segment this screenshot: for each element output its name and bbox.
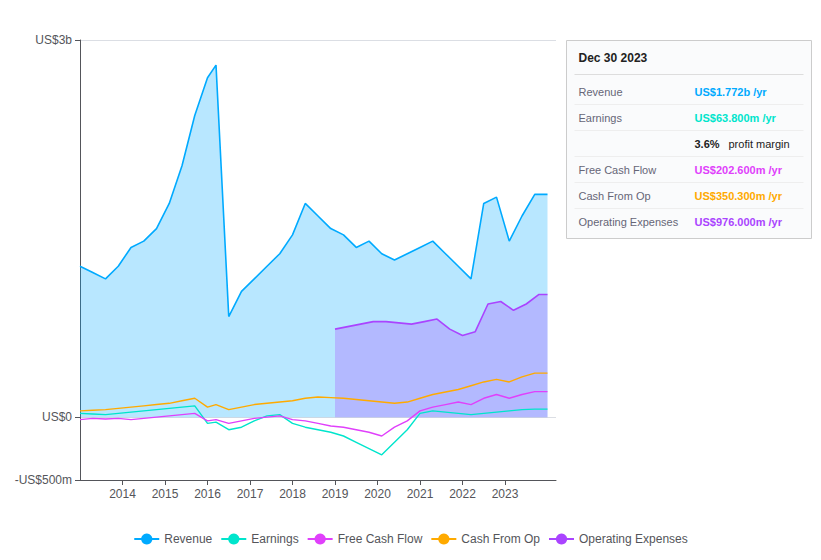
svg-text:Revenue: Revenue <box>579 86 623 98</box>
svg-text:Cash From Op: Cash From Op <box>579 190 651 202</box>
svg-text:US$63.800m /yr: US$63.800m /yr <box>695 112 777 124</box>
svg-text:US$1.772b /yr: US$1.772b /yr <box>695 86 768 98</box>
svg-text:Operating Expenses: Operating Expenses <box>579 216 679 228</box>
svg-text:Earnings: Earnings <box>579 112 623 124</box>
svg-text:-US$500m: -US$500m <box>15 473 72 487</box>
svg-text:profit margin: profit margin <box>729 138 790 150</box>
svg-text:2015: 2015 <box>152 487 179 501</box>
svg-text:US$3b: US$3b <box>35 33 72 47</box>
svg-text:Earnings: Earnings <box>251 532 298 546</box>
svg-text:2019: 2019 <box>322 487 349 501</box>
svg-text:2020: 2020 <box>364 487 391 501</box>
svg-text:Operating Expenses: Operating Expenses <box>579 532 688 546</box>
svg-text:2017: 2017 <box>237 487 264 501</box>
svg-text:2016: 2016 <box>194 487 221 501</box>
svg-text:2014: 2014 <box>109 487 136 501</box>
svg-text:US$0: US$0 <box>42 410 72 424</box>
svg-text:3.6%: 3.6% <box>695 138 720 150</box>
svg-text:2022: 2022 <box>449 487 476 501</box>
svg-text:US$350.300m /yr: US$350.300m /yr <box>695 190 783 202</box>
svg-text:Revenue: Revenue <box>164 532 212 546</box>
svg-text:US$976.000m /yr: US$976.000m /yr <box>695 216 783 228</box>
svg-text:US$202.600m /yr: US$202.600m /yr <box>695 164 783 176</box>
svg-text:2018: 2018 <box>279 487 306 501</box>
svg-text:Cash From Op: Cash From Op <box>461 532 540 546</box>
svg-text:2023: 2023 <box>492 487 519 501</box>
svg-text:2021: 2021 <box>407 487 434 501</box>
svg-text:Free Cash Flow: Free Cash Flow <box>579 164 657 176</box>
svg-text:Free Cash Flow: Free Cash Flow <box>338 532 423 546</box>
svg-text:Dec 30 2023: Dec 30 2023 <box>579 51 648 65</box>
